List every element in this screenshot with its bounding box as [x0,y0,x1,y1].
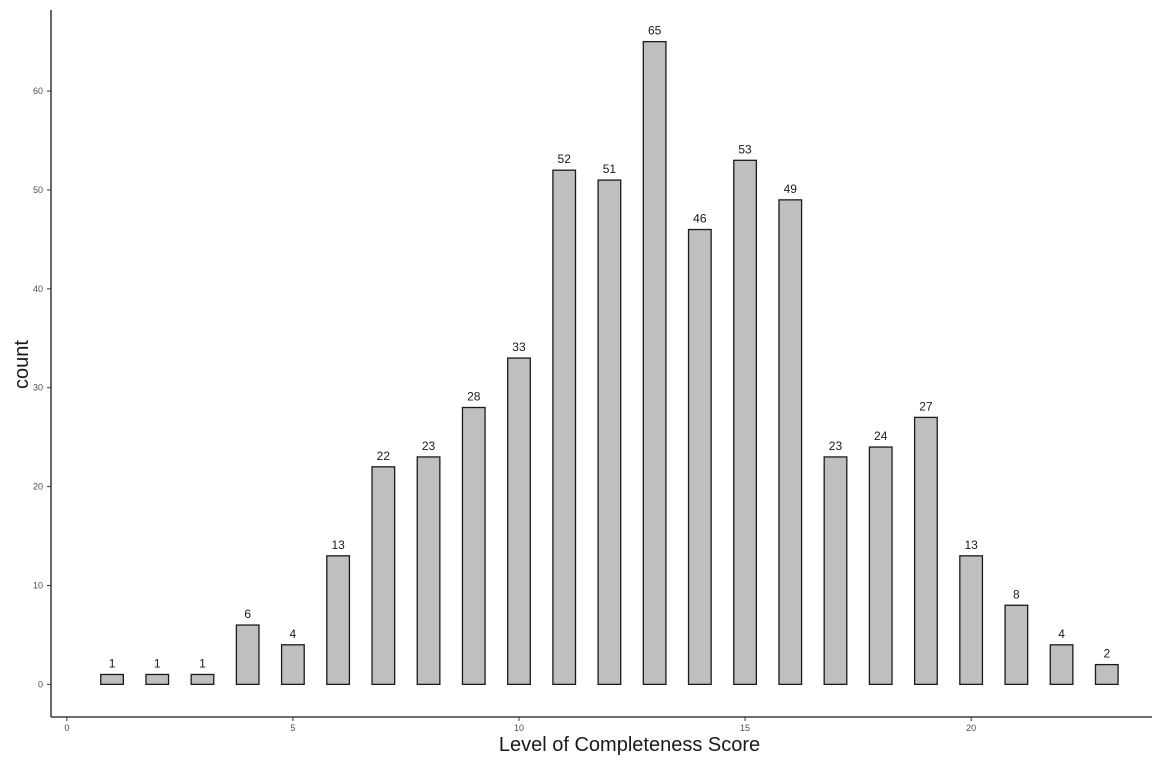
bar-score-1 [100,673,124,686]
bar-score-14 [687,228,712,686]
data-label-score-1: 1 [109,656,116,670]
y-tick-label-30: 30 [33,383,43,393]
bar-score-7 [371,466,396,686]
y-tick-label-0: 0 [38,679,43,689]
bar-score-2 [145,673,170,686]
bar-score-22 [1049,644,1074,686]
x-tick-label-15: 15 [740,723,750,733]
bar-score-12 [597,179,622,686]
data-label-score-9: 28 [467,390,481,404]
data-label-score-3: 1 [199,656,206,670]
bar-score-11 [552,169,577,686]
bar-score-4 [235,624,260,686]
bar-score-23 [1094,663,1119,686]
bar-score-18 [868,446,893,686]
data-label-score-20: 13 [964,538,978,552]
y-tick-label-20: 20 [33,482,43,492]
y-tick-label-40: 40 [33,284,43,294]
data-label-score-21: 8 [1013,587,1020,601]
x-tick-label-10: 10 [514,723,524,733]
data-label-score-11: 52 [558,152,572,166]
bar-score-3 [190,673,215,686]
x-tick-label-20: 20 [966,723,976,733]
x-axis-ticks: 0 5 10 15 20 [64,717,976,733]
bar-score-10 [507,357,531,686]
data-label-score-22: 4 [1058,627,1065,641]
data-label-score-16: 49 [784,182,798,196]
bar-score-8 [416,456,441,686]
data-label-score-2: 1 [154,656,161,670]
bar-score-21 [1004,604,1029,686]
data-label-score-7: 22 [377,449,391,463]
data-label-score-13: 65 [648,24,662,38]
data-labels-layer: 1 1 1 6 4 13 22 23 28 33 52 51 65 46 53 49 23 24 27 13 8 4 2 [109,24,1111,671]
data-label-score-8: 23 [422,439,436,453]
bar-score-17 [823,456,848,686]
data-label-score-10: 33 [512,340,526,354]
data-label-score-14: 46 [693,212,707,226]
bar-score-19 [913,416,938,686]
bar-score-9 [461,406,486,686]
bar-score-13 [642,40,667,686]
data-label-score-17: 23 [829,439,843,453]
data-label-score-5: 4 [290,627,297,641]
y-axis-title: count [11,340,33,389]
bar-score-16 [778,199,803,686]
data-label-score-15: 53 [738,142,752,156]
y-tick-label-60: 60 [33,86,43,96]
bar-score-15 [733,159,758,686]
bar-score-6 [326,555,351,686]
data-label-score-23: 2 [1103,647,1110,661]
y-tick-label-50: 50 [33,185,43,195]
x-axis-title: Level of Completeness Score [499,734,760,756]
x-tick-label-0: 0 [64,723,69,733]
data-label-score-12: 51 [603,162,617,176]
y-axis-ticks: 0 10 20 30 40 50 60 [33,86,51,689]
data-label-score-18: 24 [874,429,888,443]
bars-layer [100,40,1119,686]
data-label-score-4: 6 [244,607,251,621]
data-label-score-19: 27 [919,399,933,413]
bar-score-5 [280,644,305,686]
x-tick-label-5: 5 [290,723,295,733]
y-tick-label-10: 10 [33,580,43,590]
data-label-score-6: 13 [331,538,345,552]
bar-score-20 [959,555,984,686]
